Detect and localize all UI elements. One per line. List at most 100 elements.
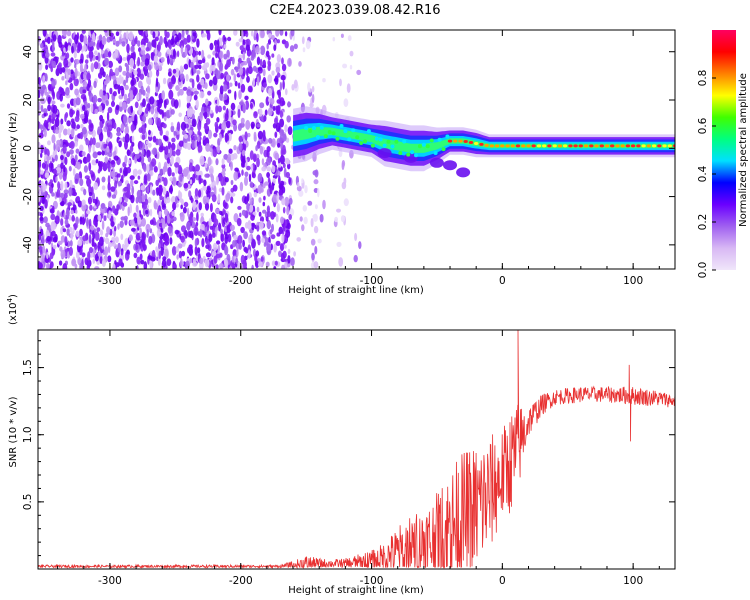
spectrogram-cell [99, 161, 104, 168]
spectrogram-cell [109, 87, 113, 95]
spectrogram-cell [178, 112, 182, 118]
spectrogram-cell [232, 119, 237, 126]
spectrogram-cell [126, 166, 131, 174]
spectrogram-cell [224, 258, 229, 269]
spectrogram-cell [178, 98, 181, 108]
spectrogram-cell [145, 210, 149, 215]
spectrogram-cell [79, 178, 84, 187]
spectrogram-cell [296, 237, 302, 242]
spectrogram-cell [38, 77, 41, 85]
spectrogram-cell [115, 31, 120, 37]
spectrogram-cell [599, 144, 604, 148]
spectrogram-cell [57, 181, 61, 190]
spectrogram-cell [99, 236, 104, 247]
spectrogram-cell [542, 144, 547, 148]
spectrogram-cell [208, 218, 212, 228]
spectrogram-cell [113, 155, 119, 161]
spectrogram-cell [141, 149, 145, 156]
spectrogram-cell [148, 235, 153, 245]
spectrogram-cell [38, 61, 43, 71]
spectrogram-cell [74, 88, 79, 96]
spectrogram-cell [67, 202, 72, 207]
spectrogram-cell [301, 224, 305, 232]
spectrogram-cell [63, 30, 67, 37]
spectrogram-cell [272, 123, 277, 129]
spectrogram-cell [341, 160, 346, 168]
spectrogram-cell [94, 231, 100, 241]
spectrogram-cell [200, 78, 205, 86]
spectrogram-cell [261, 158, 265, 166]
spectrogram-cell [273, 77, 279, 83]
spectrogram-cell [96, 42, 101, 50]
spectrogram-cell [136, 93, 140, 102]
spectrogram-cell [129, 175, 135, 180]
spectrogram-cell [146, 173, 151, 182]
spectrogram-cell [237, 173, 241, 178]
spectrogram-cell [223, 153, 229, 160]
spectrogram-cell [198, 174, 202, 185]
spectrogram-cell [161, 90, 165, 100]
spectrogram-cell [203, 125, 209, 130]
snr-ylabel: SNR (10 * v/v) [8, 396, 19, 467]
spectrogram-cell [463, 140, 468, 143]
spectrogram-cell [144, 107, 149, 114]
spectrogram-cell [183, 133, 189, 139]
spectrogram-cell [108, 242, 113, 248]
spectrogram-cell [197, 189, 202, 198]
spectrogram-cell [74, 63, 77, 69]
spectrogram-cell [61, 67, 66, 73]
spectrogram-cell [174, 229, 180, 235]
spectrogram-cell [38, 166, 41, 177]
spectrogram-cell [184, 47, 188, 57]
spectrogram-cell [203, 179, 207, 187]
spectrogram-cell [247, 249, 251, 260]
spectrogram-cell [98, 72, 103, 79]
spectrogram-cell [284, 262, 288, 269]
spectrogram-cell [610, 144, 615, 148]
spectrogram-cell [224, 236, 228, 245]
spectrogram-cell [130, 194, 135, 204]
spectrogram-cell [224, 37, 227, 42]
spectrogram-cell [630, 144, 636, 148]
spectrogram-cell [366, 129, 371, 134]
spectrogram-cell [99, 89, 104, 98]
spectrogram-cell [657, 144, 662, 148]
spectrogram-cell [119, 220, 124, 228]
spectrogram-cell [139, 227, 142, 238]
spectrogram-cell [249, 150, 254, 161]
spectrogram-cell [162, 187, 167, 196]
spectrogram-cell [81, 126, 87, 135]
spectrogram-cell [105, 233, 109, 238]
spectrogram-cell [67, 45, 71, 51]
spectrogram-cell [88, 218, 92, 227]
spectrogram-ytick-label: 0 [22, 145, 34, 152]
spectrogram-cell [150, 184, 153, 195]
spectrogram-cell [158, 98, 164, 104]
spectrogram-cell [271, 35, 275, 40]
spectrogram-cell [245, 119, 251, 130]
spectrogram-cell [180, 198, 184, 206]
spectrogram-cell [240, 226, 245, 234]
spectrogram-cell [217, 138, 221, 147]
spectrogram-cell [114, 260, 117, 265]
spectrogram-cell [41, 257, 44, 262]
spectrogram-cell [45, 262, 50, 269]
spectrogram-cell [205, 62, 210, 68]
spectrogram-cell [205, 244, 210, 249]
spectrogram-cell [158, 250, 162, 260]
spectrogram-cell [217, 60, 220, 68]
spectrogram-cell [322, 78, 326, 83]
spectrogram-cell [356, 69, 362, 76]
spectrogram-cell [230, 102, 236, 111]
spectrogram-cell [52, 169, 58, 175]
spectrogram-cell [443, 160, 457, 171]
spectrogram-cell [179, 212, 185, 222]
spectrogram-cell [164, 248, 169, 259]
spectrogram-cell [128, 117, 132, 124]
spectrogram-cell [88, 234, 92, 244]
spectrogram-cell [269, 229, 273, 235]
spectrogram-cell [206, 224, 210, 232]
spectrogram-cell [268, 137, 273, 144]
spectrogram-cell [233, 123, 238, 132]
spectrogram-cell [168, 89, 174, 100]
